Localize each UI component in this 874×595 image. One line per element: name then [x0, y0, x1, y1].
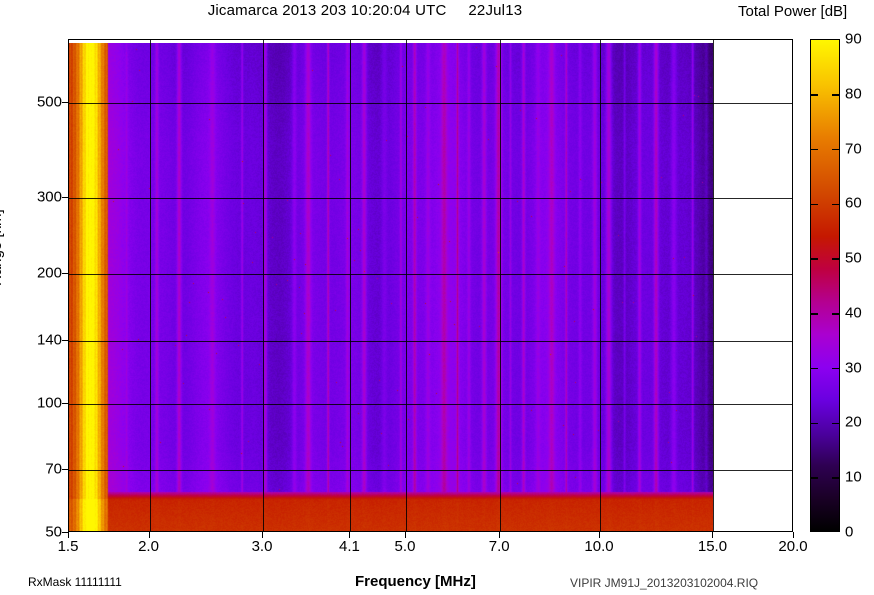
horizontal-gridline: [69, 403, 792, 405]
plot-area[interactable]: [68, 39, 793, 532]
y-tick-label: 300: [36, 188, 62, 206]
horizontal-gridline: [69, 102, 792, 104]
colorbar-gradient: [811, 40, 839, 531]
y-axis-label: Range [km]: [0, 209, 5, 286]
x-tick-label: 15.0: [697, 538, 728, 555]
colorbar-tick-label: 10: [845, 468, 862, 486]
vertical-gridline: [149, 40, 151, 531]
y-tick-label: 100: [36, 394, 62, 411]
x-tick-label: 4.1: [339, 538, 360, 555]
heatmap-data-layer: [69, 40, 792, 531]
x-tick-mark: [793, 532, 794, 538]
x-axis-label: Frequency [MHz]: [355, 573, 476, 590]
colorbar-tick-mark: [811, 203, 818, 206]
y-tick-mark: [62, 469, 68, 471]
horizontal-gridline: [69, 470, 792, 472]
vertical-gridline: [350, 40, 352, 531]
colorbar-tick-label: 20: [845, 413, 862, 431]
x-tick-mark: [499, 532, 501, 538]
y-tick-label: 140: [36, 331, 62, 349]
vertical-gridline: [599, 40, 601, 531]
colorbar-tick-label: 50: [845, 249, 862, 267]
x-tick-label: 3.0: [251, 538, 273, 555]
y-tick-mark: [62, 532, 68, 533]
colorbar-tick-mark: [811, 148, 818, 151]
x-tick-label: 7.0: [488, 538, 510, 555]
horizontal-gridline: [69, 340, 792, 342]
colorbar-tick-label: 30: [845, 359, 862, 377]
y-tick-mark: [62, 402, 68, 404]
colorbar-tick-label: 0: [845, 523, 854, 541]
vertical-gridline: [713, 40, 715, 531]
y-tick-mark: [62, 197, 68, 199]
colorbar[interactable]: [810, 39, 840, 532]
vertical-gridline: [263, 40, 264, 531]
colorbar-tick-label: 90: [845, 30, 862, 48]
colorbar-tick-mark: [811, 313, 818, 315]
colorbar-tick-mark: [832, 203, 839, 206]
x-tick-mark: [68, 532, 69, 538]
colorbar-tick-label: 70: [845, 140, 862, 158]
x-tick-mark: [404, 532, 406, 538]
horizontal-gridline: [69, 274, 792, 276]
x-tick-label: 10.0: [584, 538, 614, 555]
y-tick-label: 70: [45, 460, 62, 478]
file-info-note: VIPIR JM91J_2013203102004.RIQ: [570, 576, 759, 590]
colorbar-tick-mark: [811, 422, 818, 425]
colorbar-tick-mark: [832, 313, 839, 315]
y-tick-mark: [62, 339, 68, 341]
x-tick-mark: [712, 532, 714, 538]
x-tick-mark: [349, 532, 351, 538]
colorbar-tick-mark: [832, 367, 839, 370]
colorbar-title: Total Power [dB]: [738, 3, 848, 20]
y-tick-mark: [62, 101, 68, 103]
x-tick-mark: [262, 532, 263, 538]
colorbar-tick-mark: [811, 258, 818, 260]
colorbar-tick-label: 40: [845, 304, 862, 322]
vertical-gridline: [405, 40, 407, 531]
colorbar-tick-mark: [832, 148, 839, 151]
y-tick-label: 200: [36, 264, 62, 282]
y-tick-label: 50: [45, 523, 62, 541]
y-tick-mark: [62, 273, 68, 275]
colorbar-tick-mark: [832, 477, 839, 479]
x-tick-label: 2.0: [138, 538, 159, 555]
y-tick-label: 500: [36, 93, 62, 111]
x-tick-mark: [598, 532, 600, 538]
vertical-gridline: [500, 40, 502, 531]
colorbar-tick-mark: [832, 422, 839, 425]
x-tick-mark: [148, 532, 150, 538]
horizontal-gridline: [69, 198, 792, 200]
heatmap-canvas: [69, 42, 713, 531]
x-tick-label: 1.5: [57, 538, 79, 555]
colorbar-tick-label: 80: [845, 85, 862, 103]
colorbar-tick-mark: [832, 258, 839, 260]
colorbar-tick-mark: [811, 477, 818, 479]
rxmask-note: RxMask 11111111: [28, 575, 122, 589]
colorbar-tick-label: 60: [845, 194, 862, 212]
page-title: Jicamarca 2013 203 10:20:04 UTC 22Jul13: [207, 2, 523, 19]
x-tick-label: 5.0: [394, 538, 416, 555]
colorbar-tick-mark: [811, 367, 818, 370]
colorbar-tick-mark: [811, 94, 818, 96]
colorbar-tick-mark: [832, 94, 839, 96]
x-tick-label: 20.0: [778, 538, 808, 555]
